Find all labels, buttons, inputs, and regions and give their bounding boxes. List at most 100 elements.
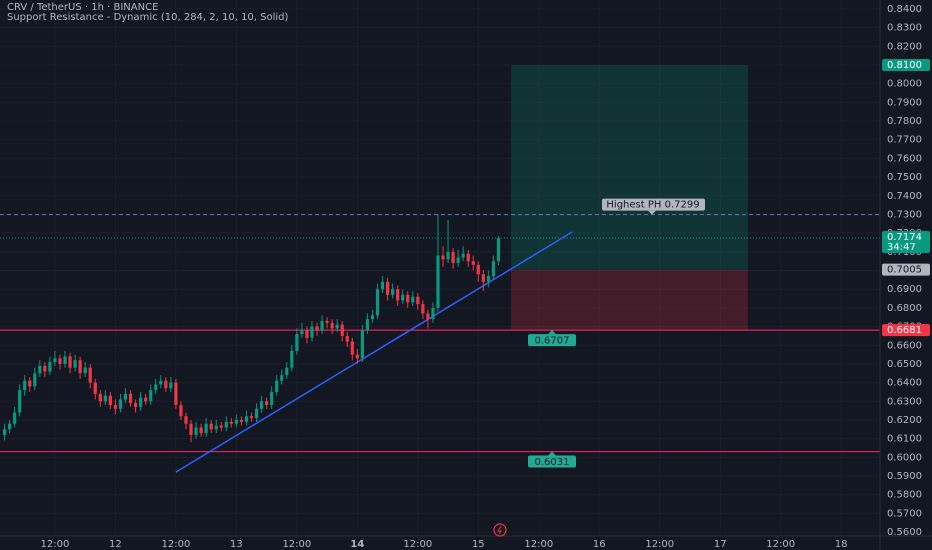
candle-body xyxy=(466,253,470,262)
y-tick-label: 0.8300 xyxy=(887,23,922,34)
candle-body xyxy=(411,296,415,303)
candle-body xyxy=(68,356,72,368)
y-tick-label: 0.8200 xyxy=(887,41,922,52)
axis-badge xyxy=(882,263,930,276)
candle-body xyxy=(380,281,385,290)
y-tick-label: 0.7300 xyxy=(887,209,922,220)
candle-body xyxy=(128,393,133,404)
candle-body xyxy=(219,425,223,428)
y-tick-label: 0.7400 xyxy=(887,191,922,202)
candle-body xyxy=(18,390,22,413)
candle-body xyxy=(461,253,465,258)
candle-body xyxy=(391,289,395,295)
y-tick-label: 0.6600 xyxy=(887,340,922,351)
plot xyxy=(0,65,880,473)
candle-body xyxy=(360,330,364,359)
candle-body xyxy=(244,416,249,422)
candle-body xyxy=(441,255,445,260)
candle-body xyxy=(133,403,138,407)
candle-body xyxy=(194,427,198,435)
x-tick-label: 12:00 xyxy=(161,539,190,550)
loss-zone xyxy=(511,269,748,331)
x-tick-label: 13 xyxy=(230,539,243,550)
candle-body xyxy=(300,330,304,335)
replay-icon[interactable] xyxy=(493,523,507,537)
candle-body xyxy=(335,324,339,329)
candle-body xyxy=(325,320,329,323)
axis-badge-label: 0.7174 xyxy=(887,232,922,243)
y-tick-label: 0.6200 xyxy=(887,415,922,426)
x-tick-label: 12:00 xyxy=(645,539,674,550)
candle-body xyxy=(159,380,163,385)
profit-zone xyxy=(511,65,748,270)
level-tag-arrow xyxy=(548,451,556,456)
candle-body xyxy=(214,425,218,430)
candle-body xyxy=(275,380,279,392)
y-tick-label: 0.7900 xyxy=(887,97,922,108)
x-tick-label: 12:00 xyxy=(524,539,553,550)
candle-body xyxy=(315,326,319,331)
candle-body xyxy=(290,350,294,368)
level-tag: 0.6707 xyxy=(535,336,570,347)
candle-body xyxy=(285,367,289,376)
candle-body xyxy=(431,307,435,320)
level-tag: 0.6031 xyxy=(535,457,570,468)
candle-body xyxy=(43,365,47,372)
candle-body xyxy=(179,405,183,417)
candle-body xyxy=(355,354,359,359)
candle-body xyxy=(224,421,228,428)
candle-body xyxy=(345,335,349,342)
candle-body xyxy=(421,304,425,314)
axis-badge xyxy=(882,231,930,254)
candle-body xyxy=(249,416,254,419)
x-tick-label: 14 xyxy=(350,539,364,550)
axis-badge-label: 0.6681 xyxy=(887,325,922,336)
candle-body xyxy=(7,423,12,430)
candle-body xyxy=(451,251,455,264)
candle-body xyxy=(199,427,203,434)
x-tick-label: 15 xyxy=(472,539,485,550)
candle-body xyxy=(38,365,42,374)
candle-body xyxy=(365,319,370,331)
candle-body xyxy=(204,423,208,434)
candle-body xyxy=(350,341,354,355)
candle-body xyxy=(164,380,168,389)
candle-body xyxy=(118,399,123,409)
candle-body xyxy=(471,261,475,265)
x-tick-label: 12:00 xyxy=(403,539,432,550)
candle-body xyxy=(426,313,430,320)
axis-badge xyxy=(882,59,930,72)
x-tick-label: 12:00 xyxy=(41,539,70,550)
candle-body xyxy=(184,416,188,424)
candle-body xyxy=(496,238,501,262)
y-tick-label: 0.7800 xyxy=(887,116,922,127)
candle-body xyxy=(189,423,193,435)
level-tag-bg xyxy=(528,455,576,468)
candle-body xyxy=(144,397,148,402)
x-tick-label: 16 xyxy=(593,539,606,550)
candle-body xyxy=(340,324,344,336)
highest-label: Highest PH 0.7299 xyxy=(606,200,699,211)
candle-body xyxy=(154,384,158,391)
level-tag-arrow xyxy=(548,330,556,335)
candle-body xyxy=(48,362,52,372)
candle-body xyxy=(320,320,324,331)
y-tick-label: 0.8000 xyxy=(887,79,922,90)
y-tick-label: 0.6300 xyxy=(887,396,922,407)
candle-body xyxy=(139,397,143,407)
candle-body xyxy=(113,405,118,409)
candle-body xyxy=(481,274,485,282)
x-tick-label: 12:00 xyxy=(282,539,311,550)
candle-body xyxy=(88,367,92,383)
y-tick-label: 0.5900 xyxy=(887,471,922,482)
candle-body xyxy=(98,393,102,402)
candle-body xyxy=(280,375,284,381)
candle-body xyxy=(83,367,87,374)
candle-body xyxy=(401,294,405,301)
candle-body xyxy=(13,412,17,424)
candle-body xyxy=(169,382,173,389)
candle-body xyxy=(209,423,213,430)
y-tick-label: 0.6400 xyxy=(887,378,922,389)
candle-body xyxy=(33,373,37,387)
